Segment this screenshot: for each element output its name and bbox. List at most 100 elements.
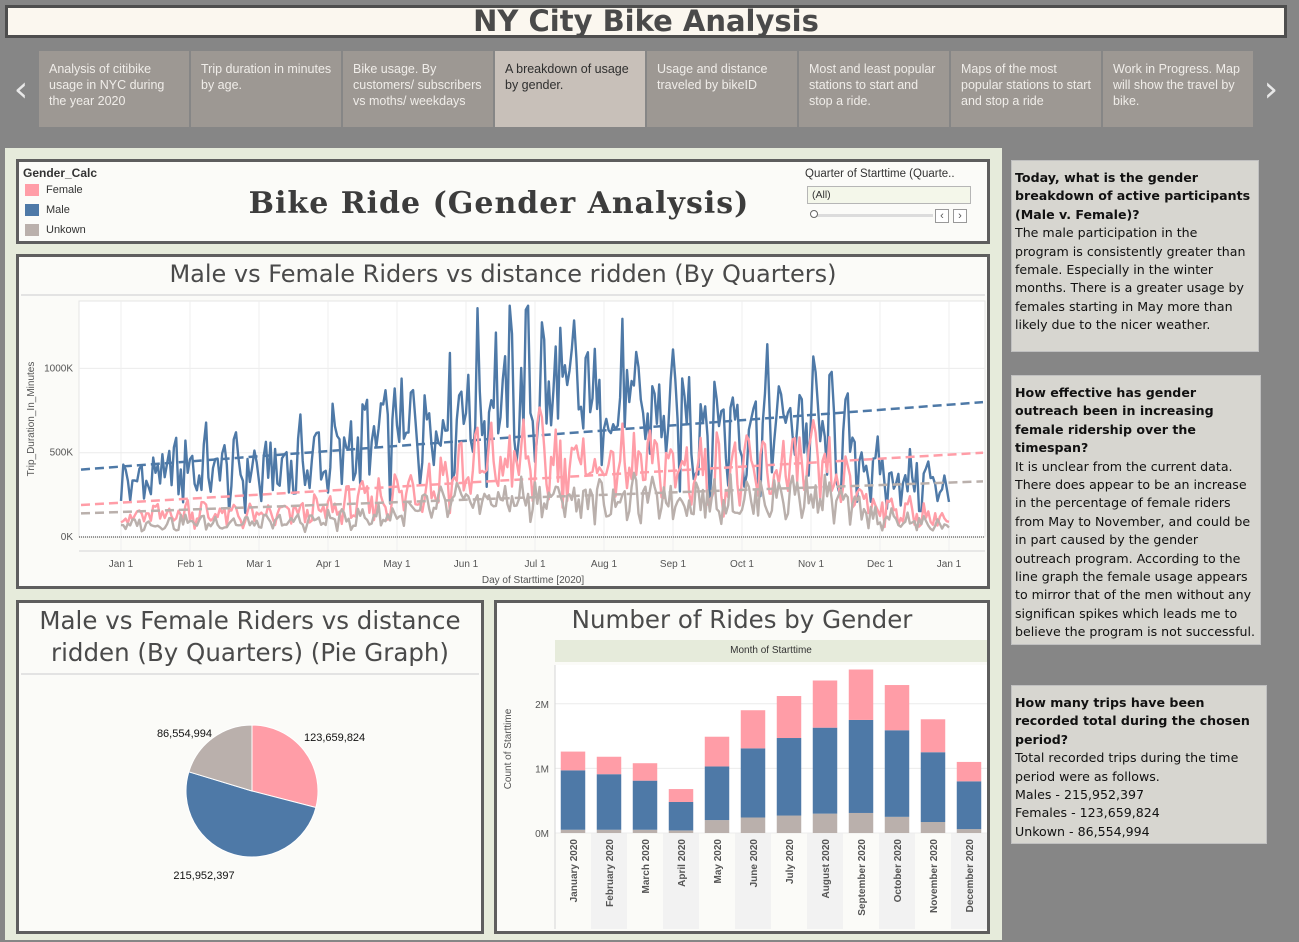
x-tick-label: November 2020	[929, 839, 940, 913]
x-tick-label: Mar 1	[246, 559, 272, 570]
category-band	[879, 833, 915, 929]
y-axis-title: Trip_Duration_In_Minutes	[26, 362, 37, 477]
pie-title-line1: Male vs Female Riders vs distance	[39, 606, 461, 635]
bar-male	[704, 766, 730, 821]
bar-male	[848, 719, 874, 813]
textbox-outreach: How effective has gender outreach been i…	[1011, 375, 1261, 645]
legend-item-male[interactable]: Male	[25, 204, 70, 217]
textbox-total-trips: How many trips have been recorded total …	[1011, 685, 1267, 844]
filter-slider-handle[interactable]	[810, 210, 818, 218]
trend-line-female	[80, 451, 984, 507]
bar-male	[668, 801, 694, 831]
question-3: How many trips have been recorded total …	[1015, 695, 1250, 747]
bar-male	[560, 770, 586, 830]
x-tick-label: Jun 1	[454, 559, 479, 570]
bar-male	[740, 748, 766, 818]
x-tick-label: June 2020	[749, 839, 760, 888]
legend-label-male: Male	[46, 204, 70, 216]
y-tick-label: 0M	[535, 829, 549, 840]
bar-female	[956, 761, 982, 782]
x-tick-label: December 2020	[965, 839, 976, 913]
bar-male	[956, 781, 982, 830]
category-band	[807, 833, 843, 929]
story-tab-bike-usage[interactable]: Bike usage. By customers/ subscribers vs…	[343, 51, 493, 127]
female-swatch	[25, 184, 39, 197]
x-tick-label: Jan 1	[109, 559, 134, 570]
x-tick-label: Apr 1	[316, 559, 340, 570]
story-tab-analysis[interactable]: Analysis of citibike usage in NYC during…	[39, 51, 189, 127]
x-tick-label: March 2020	[641, 839, 652, 894]
total-females: Females - 123,659,824	[1015, 805, 1160, 821]
legend-label-female: Female	[46, 184, 83, 196]
bar-female	[884, 685, 910, 731]
pie-label-unkown: 86,554,994	[157, 728, 212, 740]
bar-unkown	[920, 822, 946, 833]
bar-chart: 0M 1M 2M Count of Starttime January 2020 Febr…	[503, 665, 987, 929]
x-tick-label: October 2020	[893, 839, 904, 903]
pie-slice-male	[185, 771, 317, 858]
story-tab-work-in-progress[interactable]: Work in Progress. Map will show the trav…	[1103, 51, 1253, 127]
bar-male	[920, 752, 946, 823]
answer-3: Total recorded trips during the time per…	[1015, 750, 1239, 784]
series-line-female	[120, 406, 950, 530]
filter-next-button[interactable]: ›	[953, 209, 967, 223]
category-band	[591, 833, 627, 929]
quarter-filter-select[interactable]: (All)	[807, 186, 971, 204]
chevron-left-icon[interactable]: ‹	[13, 69, 29, 110]
bar-column-header: Month of Starttime	[555, 640, 987, 662]
filter-prev-button[interactable]: ‹	[935, 209, 949, 223]
x-tick-label: May 1	[383, 559, 411, 570]
x-tick-label: Oct 1	[730, 559, 754, 570]
bar-unkown	[704, 820, 730, 833]
page-title: NY City Bike Analysis	[5, 5, 1287, 38]
legend-title: Gender_Calc	[23, 166, 98, 180]
category-band	[735, 833, 771, 929]
line-chart-panel: Male vs Female Riders vs distance ridden…	[16, 254, 990, 589]
bar-chart-panel: Number of Rides by Gender Month of Start…	[494, 600, 990, 934]
x-tick-label: August 2020	[821, 839, 832, 899]
story-tab-popular-stations[interactable]: Most and least popular stations to start…	[799, 51, 949, 127]
bar-female	[668, 789, 694, 802]
y-tick-label: 500K	[50, 448, 74, 459]
x-tick-label: Feb 1	[177, 559, 203, 570]
bar-male	[596, 774, 622, 830]
x-axis-title: Day of Starttime [2020]	[482, 575, 584, 586]
y-tick-label: 1000K	[44, 363, 73, 374]
bar-male	[776, 738, 802, 816]
chevron-right-icon[interactable]: ›	[1263, 69, 1279, 110]
header-panel: Gender_Calc Female Male Unkown Bike Ride…	[16, 159, 990, 244]
x-tick-label: Dec 1	[867, 559, 894, 570]
male-swatch	[25, 204, 39, 217]
bar-unkown	[956, 829, 982, 833]
pie-slice-female	[251, 724, 319, 809]
story-tab-gender[interactable]: A breakdown of usage by gender.	[495, 51, 645, 127]
bar-female	[776, 696, 802, 739]
pie-chart-title: Male vs Female Riders vs distance ridden…	[19, 605, 481, 669]
story-tab-bikeid[interactable]: Usage and distance traveled by bikeID	[647, 51, 797, 127]
x-tick-label: Jul 1	[524, 559, 546, 570]
bar-unkown	[596, 829, 622, 833]
answer-1: The male participation in the program is…	[1015, 225, 1246, 333]
bar-unkown	[740, 817, 766, 833]
story-tab-trip-duration[interactable]: Trip duration in minutes by age.	[191, 51, 341, 127]
bar-unkown	[884, 816, 910, 833]
legend-item-unkown[interactable]: Unkown	[25, 224, 86, 237]
x-tick-label: July 2020	[785, 839, 796, 884]
y-tick-label: 0K	[61, 532, 74, 543]
bar-female	[740, 710, 766, 749]
bar-unkown	[632, 829, 658, 833]
story-tab-maps[interactable]: Maps of the most popular stations to sta…	[951, 51, 1101, 127]
bar-unkown	[560, 829, 586, 833]
bar-unkown	[848, 812, 874, 833]
answer-2: It is unclear from the current data. The…	[1015, 458, 1255, 640]
unkown-swatch	[25, 224, 39, 237]
x-tick-label: Aug 1	[591, 559, 618, 570]
legend-item-female[interactable]: Female	[25, 184, 83, 197]
question-2: How effective has gender outreach been i…	[1015, 385, 1214, 456]
legend-label-unkown: Unkown	[46, 224, 86, 236]
pie-title-line2: ridden (By Quarters) (Pie Graph)	[51, 638, 449, 667]
total-unkown: Unkown - 86,554,994	[1015, 823, 1150, 839]
bar-plot-area	[555, 665, 987, 833]
bar-male	[884, 730, 910, 817]
bar-chart-title: Number of Rides by Gender	[571, 605, 913, 634]
